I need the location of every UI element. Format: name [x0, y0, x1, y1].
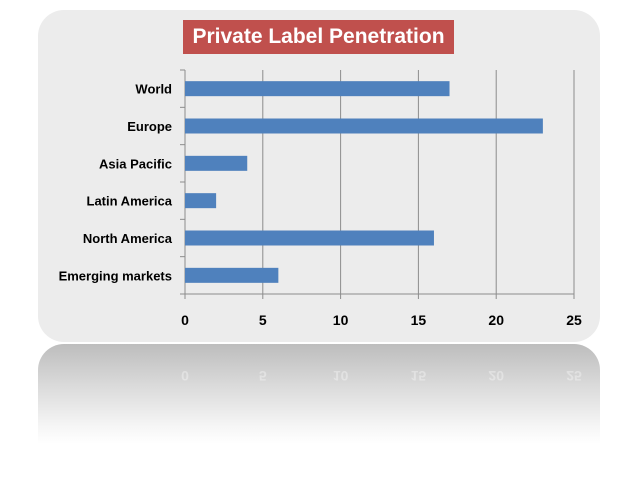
reflected-tick-text: 15 — [411, 368, 427, 384]
x-tick-label: 25 — [566, 312, 582, 328]
reflected-tick-text: 25 — [566, 368, 582, 384]
category-label: Europe — [127, 119, 172, 134]
x-tick-label: 20 — [488, 312, 504, 328]
bar — [185, 193, 217, 209]
reflected-tick-text: 10 — [333, 368, 349, 384]
reflection-graphic: 0 5 10 15 20 25 — [181, 368, 582, 384]
category-label: Emerging markets — [59, 268, 172, 283]
category-label: Latin America — [87, 194, 173, 209]
x-tick-label: 0 — [181, 312, 189, 328]
bar — [185, 230, 434, 246]
reflected-tick-text: 20 — [488, 368, 504, 384]
reflected-tick-label: 0 — [181, 368, 189, 384]
chart-card — [38, 10, 600, 342]
chart-reflection: 0 5 10 15 20 25 — [38, 344, 600, 444]
reflected-tick-label: 5 — [259, 368, 267, 384]
x-tick-label: 10 — [333, 312, 349, 328]
x-tick-label: 5 — [259, 312, 267, 328]
category-label: Asia Pacific — [99, 156, 172, 171]
reflected-tick-label: 15 — [411, 368, 427, 384]
x-tick-label: 15 — [411, 312, 427, 328]
category-label: World — [135, 82, 172, 97]
category-label: North America — [83, 231, 173, 246]
bar — [185, 155, 248, 171]
chart-title: Private Label Penetration — [183, 20, 454, 54]
reflected-tick-label: 10 — [333, 368, 349, 384]
reflected-tick-text: 0 — [181, 368, 189, 384]
bar — [185, 267, 279, 283]
bar — [185, 118, 543, 134]
reflected-tick-text: 5 — [259, 368, 267, 384]
reflected-tick-label: 25 — [566, 368, 582, 384]
bar — [185, 81, 450, 97]
reflected-tick-label: 20 — [488, 368, 504, 384]
